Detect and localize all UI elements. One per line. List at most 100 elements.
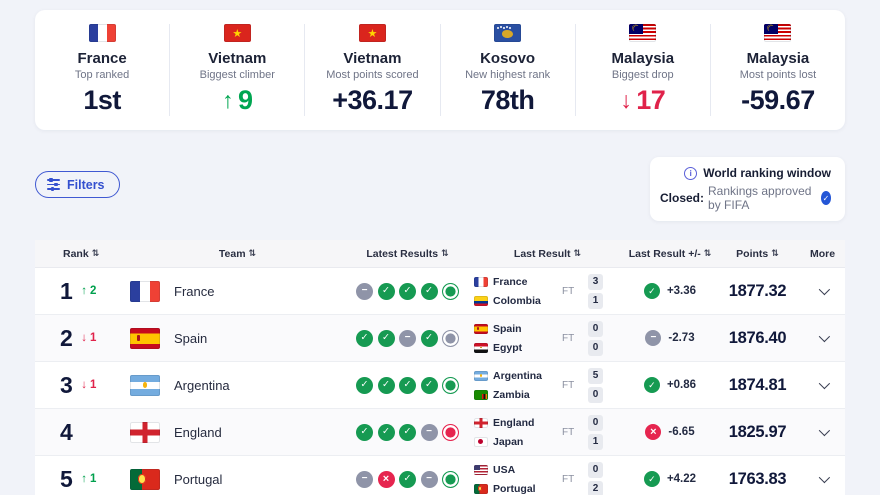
table-row[interactable]: 5 1 Portugal USA Portugal FT — [35, 456, 845, 495]
result-icon — [399, 423, 416, 441]
stat-label: Biggest climber — [199, 69, 275, 81]
table-row[interactable]: 2 1 Spain Spain Egypt FT — [35, 315, 845, 362]
ranking-window-title: World ranking window — [703, 166, 831, 180]
sort-icon[interactable]: ⇅ — [771, 248, 779, 259]
stat-country: Kosovo — [480, 50, 536, 67]
vietnam-flag-icon — [223, 24, 251, 42]
result-icon — [399, 329, 416, 347]
spain-flag-icon — [130, 327, 160, 349]
rank-change: 1 — [81, 379, 96, 391]
table-header-row: Rank ⇅ Team ⇅ Latest Results ⇅ Last Result ⇅… — [35, 240, 845, 268]
sort-icon[interactable]: ⇅ — [441, 248, 449, 259]
stat-label: Most points scored — [326, 69, 419, 81]
stat-biggest-climber: Vietnam Biggest climber ↑ 9 — [169, 24, 304, 116]
points-value: 1877.32 — [728, 281, 787, 300]
rankings-table: Rank ⇅ Team ⇅ Latest Results ⇅ Last Result ⇅… — [35, 240, 845, 495]
table-row[interactable]: 1 2 France France Colombia FT — [35, 268, 845, 315]
home-score: 5 — [588, 367, 603, 384]
latest-results — [345, 329, 470, 347]
stat-value: -59.67 — [741, 85, 815, 115]
delta-value: +0.86 — [666, 379, 697, 391]
spain-flag-icon — [474, 323, 488, 334]
table-row[interactable]: 4 England England Japan FT — [35, 409, 845, 456]
filters-button[interactable]: Filters — [35, 171, 120, 198]
chevron-down-icon[interactable] — [818, 424, 830, 437]
down-arrow-icon: ↓ — [620, 87, 632, 113]
result-icon — [420, 470, 438, 488]
sort-icon[interactable]: ⇅ — [91, 248, 100, 259]
result-icon — [420, 423, 438, 441]
table-row[interactable]: 3 1 Argentina Argentina Zambia FT — [35, 362, 845, 409]
stat-label: Biggest drop — [611, 69, 674, 81]
header-points[interactable]: Points ⇅ — [736, 247, 779, 260]
france-flag-icon — [474, 276, 488, 287]
match-status: FT — [562, 379, 575, 391]
result-icon — [377, 423, 395, 441]
delta-result-icon — [645, 330, 662, 346]
stat-country: Vietnam — [343, 50, 402, 67]
result-icon — [420, 282, 438, 300]
delta-result-icon — [643, 471, 660, 487]
england-flag-icon — [474, 417, 488, 428]
latest-results — [345, 470, 470, 488]
rank-number: 2 — [60, 324, 73, 351]
stat-value: +36.17 — [332, 85, 413, 115]
stat-country: Malaysia — [746, 50, 810, 67]
stat-value: 1st — [83, 85, 121, 115]
filters-button-label: Filters — [67, 177, 105, 192]
rank-change-icon — [81, 332, 87, 344]
latest-results — [345, 376, 470, 394]
stat-value: ↓ 17 — [620, 85, 666, 115]
portugal-flag-icon — [130, 468, 160, 490]
result-icon — [356, 423, 373, 441]
portugal-flag-icon — [474, 483, 488, 494]
home-score: 0 — [588, 461, 603, 478]
header-last-result[interactable]: Last Result ⇅ — [513, 247, 582, 260]
chevron-down-icon[interactable] — [818, 283, 830, 296]
controls-row: Filters i World ranking window Closed: R… — [35, 157, 845, 221]
sort-icon[interactable]: ⇅ — [703, 248, 712, 259]
away-score: 2 — [588, 480, 603, 495]
chevron-down-icon[interactable] — [818, 330, 830, 343]
header-rank[interactable]: Rank ⇅ — [63, 247, 100, 260]
stat-top-ranked: France Top ranked 1st — [35, 24, 169, 116]
delta-result-icon — [645, 424, 662, 440]
ranking-window-card: i World ranking window Closed: Rankings … — [650, 157, 845, 221]
home-score: 0 — [588, 320, 603, 337]
argentina-flag-icon — [474, 370, 488, 381]
header-last-result-delta[interactable]: Last Result +/- ⇅ — [628, 247, 712, 260]
result-icon — [399, 376, 416, 394]
points-value: 1876.40 — [728, 328, 787, 347]
chevron-down-icon[interactable] — [818, 377, 830, 390]
kosovo-flag-icon — [494, 24, 522, 42]
stat-most-points-scored: Vietnam Most points scored +36.17 — [304, 24, 439, 116]
window-status-text: Rankings approved by FIFA — [708, 184, 812, 212]
sort-icon[interactable]: ⇅ — [248, 248, 257, 259]
team-name: Spain — [174, 330, 208, 346]
verified-check-icon: ✓ — [820, 191, 831, 205]
result-icon — [377, 376, 395, 394]
home-score: 3 — [588, 273, 603, 290]
team-name: Argentina — [174, 377, 230, 393]
delta-value: -6.65 — [668, 426, 695, 438]
header-team[interactable]: Team ⇅ — [218, 247, 257, 260]
vietnam-flag-icon — [358, 24, 386, 42]
result-icon — [442, 423, 459, 441]
result-icon — [356, 470, 373, 488]
team-name: England — [174, 424, 222, 440]
latest-results — [345, 282, 470, 300]
points-value: 1874.81 — [728, 375, 787, 394]
chevron-down-icon[interactable] — [818, 471, 830, 484]
stat-country: France — [77, 50, 127, 67]
sort-icon[interactable]: ⇅ — [573, 248, 582, 259]
header-latest-results[interactable]: Latest Results ⇅ — [366, 247, 449, 260]
rank-change: 1 — [81, 473, 96, 485]
result-icon — [420, 329, 438, 347]
argentina-flag-icon — [130, 374, 160, 396]
away-score: 1 — [588, 433, 603, 450]
result-icon — [442, 329, 459, 347]
info-icon[interactable]: i — [684, 166, 698, 180]
team-name: Portugal — [174, 471, 223, 487]
colombia-flag-icon — [474, 295, 488, 306]
